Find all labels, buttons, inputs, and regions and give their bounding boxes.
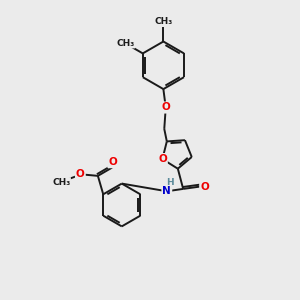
Text: CH₃: CH₃	[52, 178, 70, 187]
Text: N: N	[163, 186, 171, 196]
Text: O: O	[161, 103, 170, 112]
Text: CH₃: CH₃	[116, 39, 135, 48]
Text: O: O	[108, 157, 117, 167]
Text: O: O	[76, 169, 85, 179]
Text: H: H	[166, 178, 174, 188]
Text: CH₃: CH₃	[154, 17, 172, 26]
Text: O: O	[158, 154, 167, 164]
Text: O: O	[200, 182, 209, 191]
